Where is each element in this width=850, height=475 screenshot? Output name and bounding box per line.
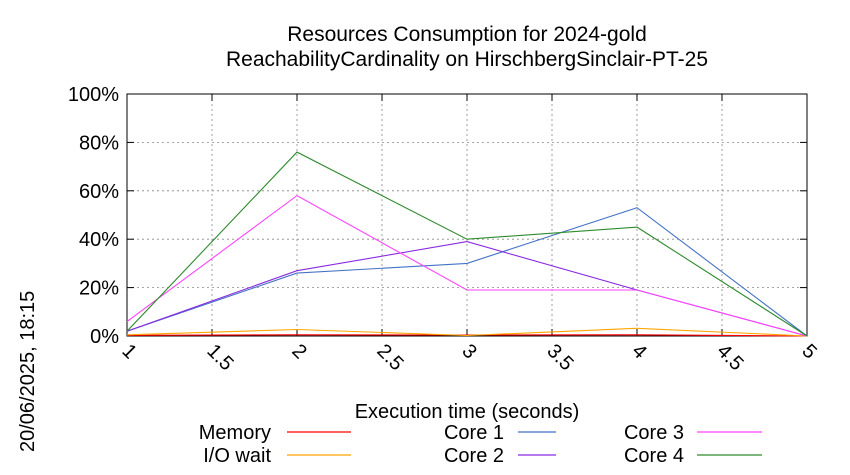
series-line-i-o-wait xyxy=(126,327,808,337)
x-axis-label: Execution time (seconds) xyxy=(355,401,580,423)
legend-label-core-1: Core 1 xyxy=(444,422,504,444)
x-tick-label: 2 xyxy=(287,340,310,363)
x-tick-label: 3.5 xyxy=(542,340,577,375)
x-tick-label: 4 xyxy=(627,340,650,363)
series-line-core-3 xyxy=(126,194,808,337)
x-tick-label: 5 xyxy=(797,340,820,363)
series-lines xyxy=(126,151,808,337)
x-tick-label: 1.5 xyxy=(202,340,237,375)
legend-label-memory: Memory xyxy=(199,422,271,444)
y-tick-label: 40% xyxy=(79,229,119,251)
grid-lines xyxy=(127,94,807,336)
chart-title-line1: Resources Consumption for 2024-gold xyxy=(287,23,647,46)
y-tick-label: 20% xyxy=(79,278,119,300)
y-tick-label: 0% xyxy=(90,326,119,348)
chart-title-line2: ReachabilityCardinality on HirschbergSin… xyxy=(226,48,708,71)
y-tick-label: 80% xyxy=(79,132,119,154)
legend-label-i-o-wait: I/O wait xyxy=(203,445,271,467)
series-line-core-4 xyxy=(126,151,808,337)
series-line-core-1 xyxy=(126,207,808,337)
y-tick-label: 100% xyxy=(68,84,119,106)
timestamp-label: 20/06/2025, 18:15 xyxy=(17,291,39,452)
legend-label-core-2: Core 2 xyxy=(444,445,504,467)
x-tick-label: 2.5 xyxy=(372,340,407,375)
legend-label-core-4: Core 4 xyxy=(624,445,684,467)
y-tick-label: 60% xyxy=(79,181,119,203)
x-tick-label: 3 xyxy=(457,340,480,363)
legend-label-core-3: Core 3 xyxy=(624,422,684,444)
x-tick-label: 4.5 xyxy=(712,340,747,375)
x-tick-label: 1 xyxy=(117,340,140,363)
